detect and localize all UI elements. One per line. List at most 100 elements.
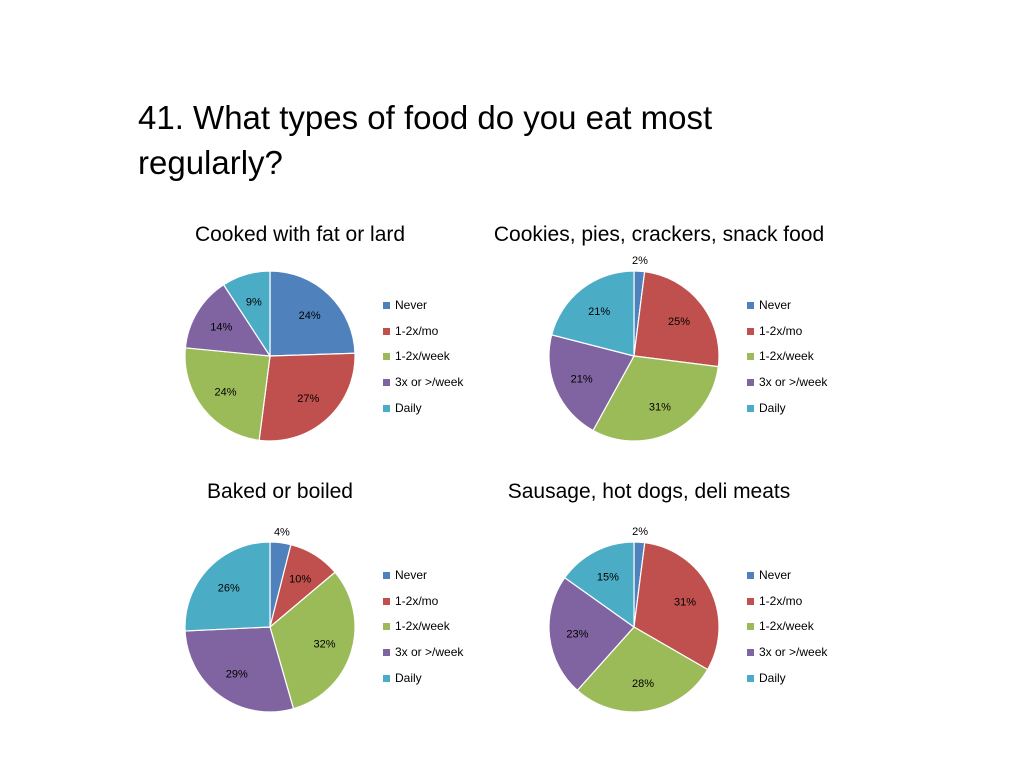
legend-swatch [747,597,754,605]
pie-slice-1-2x-week [269,571,356,710]
legend-item-1-2x-mo: 1-2x/mo [747,324,827,350]
legend-item-daily: Daily [747,401,827,427]
legend-label: 1-2x/mo [759,323,803,338]
legend-item-daily: Daily [383,671,463,697]
data-label-1-2x-week: 24% [214,387,236,399]
data-label-3x-or-more-week: 29% [226,668,248,680]
legend-item-1-2x-mo: 1-2x/mo [747,594,827,620]
legend-item-1-2x-mo: 1-2x/mo [383,594,463,620]
legend-swatch [383,379,390,387]
legend-label: 1-2x/week [395,349,450,364]
legend-item-daily: Daily [383,401,463,427]
legend-label: Never [759,568,792,582]
chart-legend: Never 1-2x/mo 1-2x/week 3x or >/week Dai… [747,298,827,426]
data-label-daily: 15% [597,571,619,583]
pie-slice-1-2x-week [576,626,709,713]
data-label-1-2x-mo: 10% [289,574,311,586]
legend-label: Daily [759,670,786,685]
legend-swatch [383,597,390,605]
pie-slice-3x-or-more-week [184,626,295,713]
data-label-1-2x-mo: 25% [668,316,690,328]
data-label-never: 24% [299,310,321,322]
legend-label: 3x or >/week [759,645,828,660]
legend-item-1-2x-mo: 1-2x/mo [383,324,463,350]
pie-plot: 4% 10% 32% 29% 26% [184,527,356,713]
pie-slice-3x-or-more-week [184,283,272,357]
data-label-3x-or-more-week: 21% [571,374,593,386]
legend-swatch [383,404,390,412]
data-label-1-2x-week: 28% [632,678,654,690]
legend-item-3x-week: 3x or >/week [747,645,827,671]
pie-slice-1-2x-mo [633,270,720,368]
chart-title: Sausage, hot dogs, deli meats [507,480,791,503]
legend-label: 3x or >/week [395,375,464,390]
legend-label: 1-2x/week [759,619,814,634]
legend-swatch [383,674,390,682]
data-label-never: 2% [632,255,648,267]
legend-swatch [383,649,390,657]
legend-label: Daily [759,400,786,415]
data-label-daily: 9% [246,296,262,308]
legend-label: 1-2x/mo [759,593,803,608]
legend-label: Never [395,298,428,312]
data-label-1-2x-mo: 31% [674,597,696,609]
pie-chart-baked-boiled: Baked or boiled 4% 10% 32% 29% 26% Never 1-2… [140,477,520,727]
legend-swatch [747,404,754,412]
legend-label: Daily [395,670,422,685]
legend-item-1-2x-week: 1-2x/week [383,619,463,645]
legend-item-1-2x-week: 1-2x/week [747,619,827,645]
legend-swatch [383,353,390,361]
data-label-1-2x-week: 31% [649,402,671,414]
legend-item-3x-week: 3x or >/week [383,375,463,401]
pie-slice-daily [550,270,635,357]
legend-label: 1-2x/mo [395,593,439,608]
data-label-1-2x-week: 32% [313,639,335,651]
data-label-daily: 21% [588,306,610,318]
data-label-1-2x-mo: 27% [297,393,319,405]
legend-label: 3x or >/week [759,375,828,390]
legend-item-never: Never [383,298,463,324]
pie-plot: 2% 25% 31% 21% 21% [548,255,720,442]
legend-swatch [747,327,754,335]
pie-slice-1-2x-mo [633,542,720,671]
legend-label: Daily [395,400,422,415]
pie-chart-cooked-fat-lard: Cooked with fat or lard 24% 27% 24% 14% 9% N… [140,220,520,470]
legend-item-never: Never [383,568,463,594]
data-label-3x-or-more-week: 23% [566,628,588,640]
legend-swatch [747,353,754,361]
chart-legend: Never 1-2x/mo 1-2x/week 3x or >/week Dai… [747,568,827,696]
chart-legend: Never 1-2x/mo 1-2x/week 3x or >/week Dai… [383,568,463,696]
legend-swatch [383,327,390,335]
chart-title: Baked or boiled [207,480,353,503]
legend-label: 1-2x/week [395,619,450,634]
legend-item-1-2x-week: 1-2x/week [747,349,827,375]
pie-slice-1-2x-week [184,347,271,441]
legend-item-daily: Daily [747,671,827,697]
pie-slice-1-2x-week [592,355,720,442]
legend-swatch [747,674,754,682]
pie-slice-1-2x-mo [258,352,356,442]
legend-item-never: Never [747,298,827,324]
pie-slice-daily [222,270,271,359]
legend-item-never: Never [747,568,827,594]
pie-slice-daily [184,541,271,632]
chart-title: Cooked with fat or lard [194,223,406,246]
legend-label: Never [395,568,428,582]
chart-legend: Never 1-2x/mo 1-2x/week 3x or >/week Dai… [383,298,463,426]
data-label-never: 2% [632,526,648,538]
legend-label: 1-2x/week [759,349,814,364]
pie-slice-3x-or-more-week [548,334,635,432]
legend-swatch [747,572,754,579]
page-title: 41. What types of food do you eat most r… [138,99,713,181]
legend-label: 1-2x/mo [395,323,439,338]
pie-chart-sausage-deli-meats: Sausage, hot dogs, deli meats 2% 31% 28% 23… [504,477,884,727]
legend-swatch [747,649,754,657]
pie-slice-never [269,270,356,357]
legend-item-1-2x-week: 1-2x/week [383,349,463,375]
pie-slice-daily [563,541,635,629]
legend-swatch [383,302,390,309]
legend-swatch [747,302,754,309]
legend-swatch [383,623,390,631]
chart-title: Cookies, pies, crackers, snack food [493,223,825,246]
pie-slice-3x-or-more-week [548,576,635,692]
